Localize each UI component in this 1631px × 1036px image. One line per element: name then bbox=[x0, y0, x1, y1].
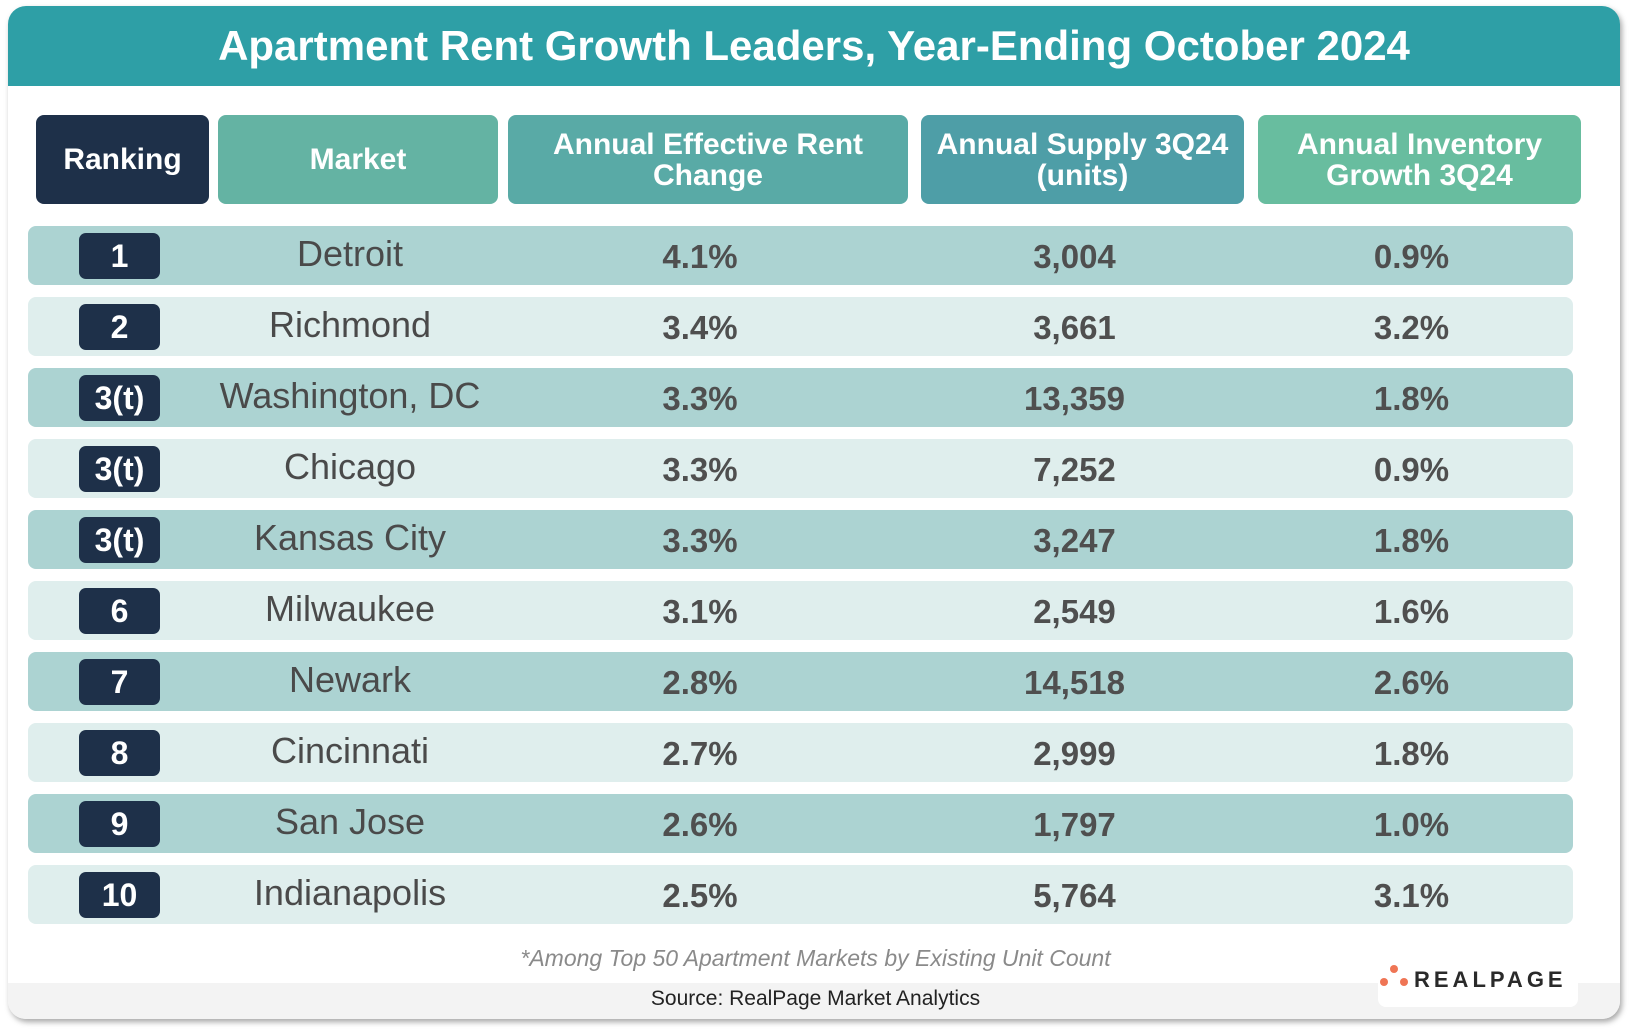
footer-band bbox=[8, 983, 1620, 1019]
inventory-growth-cell: 1.6% bbox=[1373, 593, 1450, 630]
rent-change-cell: 3.3% bbox=[662, 451, 738, 488]
rent-change-cell: 2.5% bbox=[662, 877, 738, 914]
logo-dot-icon bbox=[1380, 978, 1388, 986]
header-market: Market bbox=[218, 115, 498, 204]
table-row: 3(t) Chicago 3.3% 7,252 0.9% bbox=[28, 439, 1573, 498]
inventory-growth-cell: 2.6% bbox=[1373, 664, 1450, 701]
header-rent-change: Annual Effective Rent Change bbox=[508, 115, 908, 204]
inventory-growth-cell: 1.8% bbox=[1373, 735, 1450, 772]
table-row: 6 Milwaukee 3.1% 2,549 1.6% bbox=[28, 581, 1573, 640]
rent-change-cell: 2.6% bbox=[662, 806, 738, 843]
table-row: 9 San Jose 2.6% 1,797 1.0% bbox=[28, 794, 1573, 853]
inventory-growth-cell: 3.2% bbox=[1373, 309, 1450, 346]
rent-change-cell: 2.8% bbox=[662, 664, 738, 701]
table-row: 7 Newark 2.8% 14,518 2.6% bbox=[28, 652, 1573, 711]
inventory-growth-cell: 1.8% bbox=[1373, 380, 1450, 417]
page-title: Apartment Rent Growth Leaders, Year-Endi… bbox=[8, 6, 1620, 86]
market-cell: Kansas City bbox=[253, 517, 447, 558]
supply-cell: 13,359 bbox=[1024, 380, 1125, 417]
rank-badge: 8 bbox=[79, 730, 160, 776]
table-row: 3(t) Washington, DC 3.3% 13,359 1.8% bbox=[28, 368, 1573, 427]
header-supply: Annual Supply 3Q24 (units) bbox=[921, 115, 1244, 204]
supply-cell: 2,549 bbox=[1033, 593, 1116, 630]
rent-change-cell: 4.1% bbox=[662, 238, 738, 275]
rank-badge: 3(t) bbox=[79, 517, 160, 563]
rank-badge: 9 bbox=[79, 801, 160, 847]
rank-badge: 3(t) bbox=[79, 375, 160, 421]
market-cell: Washington, DC bbox=[219, 375, 481, 416]
logo-text: REALPAGE bbox=[1414, 967, 1567, 992]
inventory-growth-cell: 3.1% bbox=[1373, 877, 1450, 914]
supply-cell: 3,004 bbox=[1033, 238, 1116, 275]
rent-change-cell: 2.7% bbox=[662, 735, 738, 772]
table-row: 2 Richmond 3.4% 3,661 3.2% bbox=[28, 297, 1573, 356]
rent-change-cell: 3.3% bbox=[662, 522, 738, 559]
supply-cell: 1,797 bbox=[1033, 806, 1116, 843]
market-cell: Indianapolis bbox=[253, 872, 447, 913]
rent-change-cell: 3.3% bbox=[662, 380, 738, 417]
supply-cell: 2,999 bbox=[1033, 735, 1116, 772]
rent-change-cell: 3.1% bbox=[662, 593, 738, 630]
rent-change-cell: 3.4% bbox=[662, 309, 738, 346]
rank-badge: 7 bbox=[79, 659, 160, 705]
inventory-growth-cell: 0.9% bbox=[1373, 451, 1450, 488]
table-row: 10 Indianapolis 2.5% 5,764 3.1% bbox=[28, 865, 1573, 924]
supply-cell: 5,764 bbox=[1033, 877, 1116, 914]
supply-cell: 14,518 bbox=[1024, 664, 1125, 701]
rank-badge: 6 bbox=[79, 588, 160, 634]
table-row: 1 Detroit 4.1% 3,004 0.9% bbox=[28, 226, 1573, 285]
inventory-growth-cell: 1.0% bbox=[1373, 806, 1450, 843]
supply-cell: 3,661 bbox=[1033, 309, 1116, 346]
header-ranking: Ranking bbox=[36, 115, 209, 204]
table-row: 8 Cincinnati 2.7% 2,999 1.8% bbox=[28, 723, 1573, 782]
header-inventory-growth: Annual Inventory Growth 3Q24 bbox=[1258, 115, 1581, 204]
rank-badge: 3(t) bbox=[79, 446, 160, 492]
rank-badge: 1 bbox=[79, 233, 160, 279]
market-cell: Milwaukee bbox=[264, 588, 436, 629]
rank-badge: 10 bbox=[79, 872, 160, 918]
source-note: Source: RealPage Market Analytics bbox=[650, 987, 981, 1010]
market-cell: San Jose bbox=[274, 801, 426, 842]
supply-cell: 7,252 bbox=[1033, 451, 1116, 488]
rank-badge: 2 bbox=[79, 304, 160, 350]
supply-cell: 3,247 bbox=[1033, 522, 1116, 559]
market-cell: Chicago bbox=[283, 446, 417, 487]
market-cell: Cincinnati bbox=[270, 730, 430, 771]
logo-dot-icon bbox=[1400, 978, 1408, 986]
footnote: *Among Top 50 Apartment Markets by Exist… bbox=[520, 945, 1111, 971]
logo-dot-icon bbox=[1390, 965, 1398, 973]
market-cell: Richmond bbox=[268, 304, 432, 345]
inventory-growth-cell: 0.9% bbox=[1373, 238, 1450, 275]
realpage-logo: REALPAGE bbox=[1378, 955, 1578, 1007]
inventory-growth-cell: 1.8% bbox=[1373, 522, 1450, 559]
table-row: 3(t) Kansas City 3.3% 3,247 1.8% bbox=[28, 510, 1573, 569]
market-cell: Newark bbox=[288, 659, 412, 700]
market-cell: Detroit bbox=[296, 233, 404, 274]
